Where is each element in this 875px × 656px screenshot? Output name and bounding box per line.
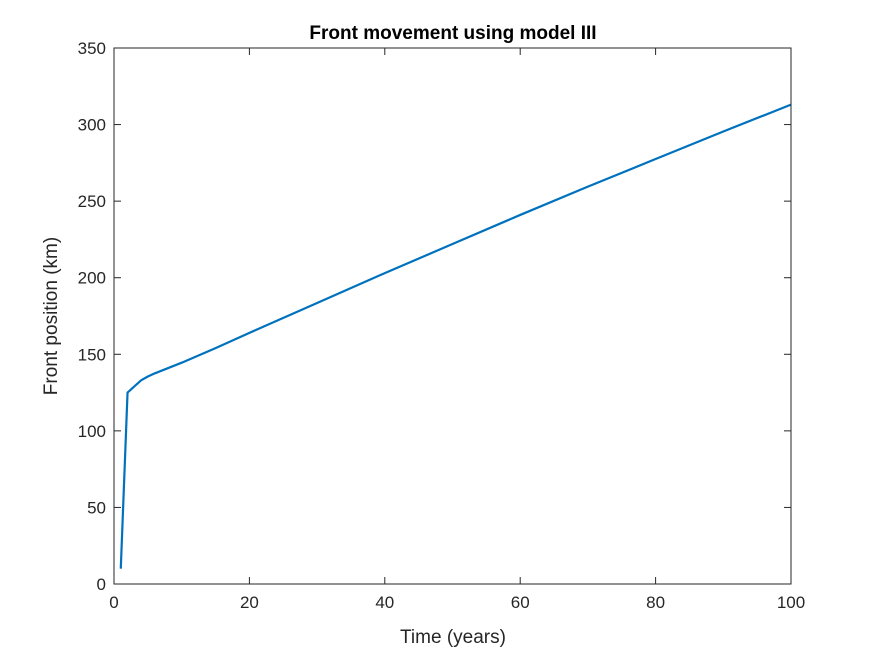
x-tick-label: 100 [777, 593, 805, 612]
ticks-layer: 0 20 40 60 80 100 0 50 100 150 200 250 300 350 [78, 39, 806, 612]
x-tick-label: 80 [646, 593, 665, 612]
x-tick-label: 20 [240, 593, 259, 612]
x-tick-label: 40 [375, 593, 394, 612]
series-line-0 [119, 103, 792, 569]
y-tick-label: 350 [78, 39, 106, 58]
series-layer [119, 103, 792, 569]
y-tick-label: 150 [78, 345, 106, 364]
y-tick-label: 50 [87, 498, 106, 517]
y-axis-label: Front position (km) [41, 237, 62, 395]
x-axis-label: Time (years) [400, 627, 506, 648]
y-tick-label: 200 [78, 269, 106, 288]
y-tick-label: 100 [78, 422, 106, 441]
plot-area [114, 48, 791, 584]
x-tick-label: 60 [511, 593, 530, 612]
plot-frame [113, 47, 792, 585]
x-tick-label: 0 [109, 593, 118, 612]
chart-title: Front movement using model III [309, 23, 596, 44]
y-tick-label: 250 [78, 192, 106, 211]
y-tick-label: 300 [78, 116, 106, 135]
y-tick-label: 0 [97, 575, 106, 594]
